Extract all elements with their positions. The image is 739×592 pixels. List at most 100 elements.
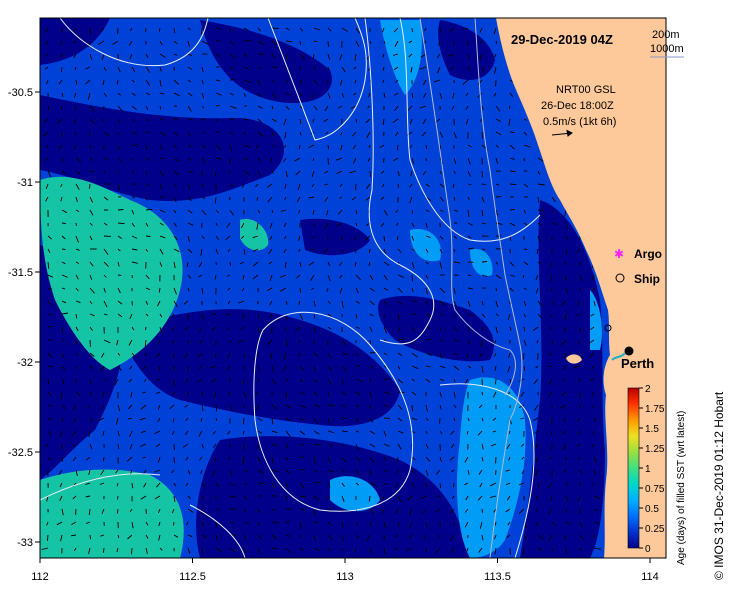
current-vector: [299, 378, 304, 383]
current-vector: [42, 118, 49, 123]
current-vector: [425, 222, 428, 228]
current-vector: [215, 27, 221, 30]
current-vector: [46, 79, 49, 85]
current-vector: [466, 430, 469, 435]
current-vector: [243, 482, 248, 485]
current-vector: [295, 170, 301, 176]
current-vector: [266, 183, 273, 188]
current-vector: [61, 248, 66, 251]
current-vector: [243, 53, 248, 58]
current-vector: [592, 404, 595, 409]
current-vector: [509, 131, 515, 133]
current-vector: [593, 469, 597, 476]
current-vector: [173, 183, 177, 188]
current-vector: [117, 261, 120, 267]
current-vector: [453, 365, 460, 371]
current-vector: [509, 222, 516, 227]
current-vector: [591, 287, 595, 292]
y-tick-label: -32: [17, 357, 33, 369]
current-vector: [313, 222, 315, 227]
current-vector: [257, 326, 260, 333]
current-vector: [382, 79, 385, 83]
current-vector: [578, 456, 581, 461]
current-vector: [509, 378, 512, 384]
current-vector: [547, 508, 553, 515]
current-vector: [394, 482, 399, 488]
current-vector: [424, 27, 427, 32]
current-vector: [448, 53, 455, 57]
current-vector: [57, 118, 63, 124]
current-vector: [159, 131, 166, 136]
current-vector: [366, 183, 371, 189]
current-vector: [464, 508, 469, 513]
current-vector: [243, 547, 247, 553]
current-vector: [60, 66, 63, 73]
current-vector: [85, 79, 91, 85]
current-vector: [271, 131, 275, 137]
current-vector: [313, 404, 321, 408]
current-vector: [439, 287, 446, 294]
current-vector: [423, 40, 427, 44]
current-vector: [339, 196, 343, 199]
current-vector: [550, 417, 553, 425]
current-vectors: [41, 27, 601, 555]
current-vector: [201, 157, 207, 164]
current-vector: [284, 183, 287, 190]
current-vector: [463, 27, 469, 30]
current-vector: [383, 300, 388, 306]
current-vector: [589, 378, 595, 382]
current-vector: [355, 40, 360, 47]
current-vector: [383, 352, 387, 356]
current-vector: [47, 404, 53, 407]
current-vector: [198, 326, 203, 333]
current-vector: [89, 170, 95, 173]
current-vector: [60, 183, 63, 188]
current-vector: [184, 326, 189, 331]
current-vector: [201, 287, 204, 295]
current-vector: [87, 92, 91, 100]
current-vector: [518, 508, 525, 515]
current-vector: [171, 508, 175, 514]
current-vector: [243, 66, 249, 70]
current-vector: [117, 430, 120, 437]
current-vector: [103, 378, 107, 382]
current-vector: [61, 378, 65, 384]
current-vector: [114, 378, 119, 386]
current-vector: [453, 300, 458, 307]
current-vector: [439, 482, 442, 489]
current-vector: [313, 481, 321, 484]
current-vector: [298, 339, 301, 344]
current-vector: [58, 469, 63, 476]
current-vector: [367, 157, 371, 162]
current-vector: [462, 79, 469, 85]
current-vector: [45, 53, 49, 57]
current-vector: [577, 417, 581, 422]
current-vector: [453, 157, 457, 165]
current-vector: [523, 300, 527, 306]
current-vector: [172, 417, 175, 423]
current-vector: [523, 144, 531, 148]
current-vector: [85, 521, 91, 525]
current-vector: [196, 378, 203, 383]
current-vector: [481, 417, 484, 422]
ship-track-dot: [604, 324, 612, 332]
current-vector: [494, 547, 497, 555]
current-vector: [257, 313, 260, 319]
current-vector: [284, 131, 287, 139]
current-vector: [299, 391, 306, 396]
current-vector: [327, 274, 331, 282]
current-vector: [369, 365, 374, 369]
current-vector: [257, 118, 263, 123]
current-vector: [45, 196, 49, 202]
current-vector: [506, 482, 511, 486]
current-vector: [593, 495, 601, 500]
current-vector: [257, 456, 261, 463]
current-vector: [439, 248, 443, 254]
current-vector: [73, 144, 77, 150]
current-vector: [89, 326, 93, 331]
current-vector: [593, 456, 598, 463]
current-vector: [369, 391, 373, 399]
current-vector: [299, 534, 302, 538]
current-vector: [227, 326, 231, 331]
current-vector: [212, 430, 217, 435]
